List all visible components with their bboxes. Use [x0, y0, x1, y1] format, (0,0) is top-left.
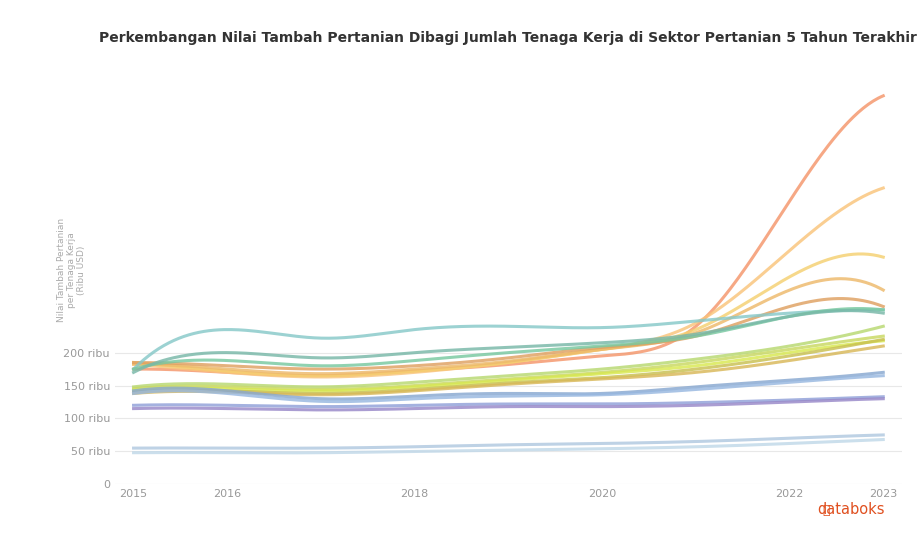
- Title: Perkembangan Nilai Tambah Pertanian Dibagi Jumlah Tenaga Kerja di Sektor Pertani: Perkembangan Nilai Tambah Pertanian Diba…: [99, 31, 917, 45]
- Text: 📊: 📊: [823, 504, 830, 517]
- Text: Nilai Tambah Pertanian
per Tenaga Kerja
(Ribu USD): Nilai Tambah Pertanian per Tenaga Kerja …: [57, 218, 86, 322]
- Text: databoks: databoks: [817, 502, 885, 517]
